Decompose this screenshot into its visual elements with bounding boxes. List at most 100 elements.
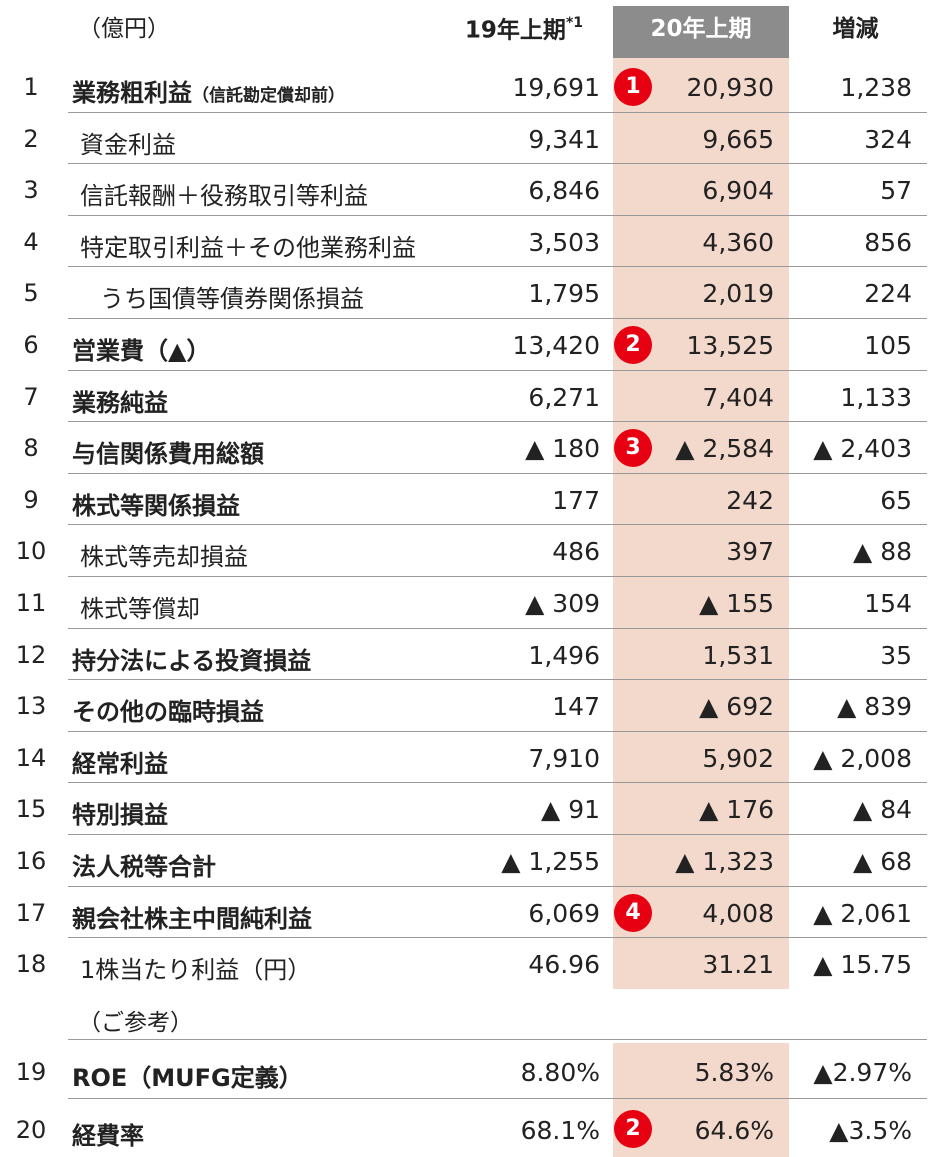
value-19h1: 68.1% — [520, 1116, 600, 1145]
value-19h1: ▲ 309 — [525, 589, 600, 618]
row-divider — [68, 369, 927, 371]
value-change: ▲ 84 — [853, 795, 912, 825]
table-row: 7 業務純益 6,271 7,404 1,133 — [0, 371, 941, 423]
value-19h1: 486 — [552, 537, 600, 567]
marker-badge: 1 — [614, 68, 652, 106]
row-label: 資金利益 — [80, 125, 176, 160]
row-label-text: 業務純益 — [72, 388, 168, 417]
row-divider — [68, 885, 927, 887]
value-19h1: ▲ 180 — [525, 434, 600, 464]
row-label: 持分法による投資損益 — [72, 641, 311, 676]
table-row: 10 株式等売却損益 486 397 ▲ 88 — [0, 525, 941, 577]
value-20h1: 4,008 — [702, 898, 774, 928]
value-19h1: 46.96 — [528, 950, 600, 980]
row-label-text: 経常利益 — [72, 749, 168, 778]
row-label-text: 持分法による投資損益 — [72, 646, 312, 675]
value-19h1: 8.80% — [520, 1058, 600, 1087]
value-20h1: 7,404 — [702, 382, 774, 412]
row-label: 株式等関係損益 — [72, 486, 240, 521]
row-divider — [68, 833, 927, 835]
value-19h1: 177 — [552, 485, 600, 515]
value-change: 105 — [864, 331, 912, 360]
value-20h1: ▲ 1,323 — [675, 847, 774, 876]
row-label: ROE（MUFG定義） — [72, 1058, 303, 1093]
value-19h1: 3,503 — [528, 227, 600, 257]
value-19h1: 1,795 — [528, 279, 600, 309]
header-col-20h1: 20年上期 — [650, 16, 752, 42]
table-row: 2 資金利益 9,341 9,665 324 — [0, 113, 941, 165]
value-change: ▲ 2,061 — [813, 898, 912, 928]
row-label: 親会社株主中間純利益 — [72, 899, 312, 934]
header-col-19h1-label: 19年上期 — [464, 17, 566, 44]
row-label-text: うち国債等債券関係損益 — [100, 285, 364, 314]
header-col-change: 増減 — [832, 16, 879, 42]
value-19h1: 13,420 — [512, 331, 600, 360]
row-divider — [68, 524, 927, 526]
row-number: 7 — [23, 382, 39, 411]
value-change: 1,133 — [840, 382, 912, 412]
table-row: 18 1株当たり利益（円） 46.96 31.21 ▲ 15.75 — [0, 938, 941, 990]
row-number: 10 — [15, 537, 47, 566]
row-divider — [68, 627, 927, 629]
value-change: ▲ 68 — [853, 847, 912, 876]
row-label-text: ROE（MUFG定義） — [72, 1064, 303, 1092]
value-change: 324 — [864, 124, 912, 154]
row-label-text: その他の臨時損益 — [72, 698, 264, 727]
row-divider — [68, 111, 927, 113]
row-label: 株式等償却 — [80, 589, 200, 624]
row-divider — [68, 782, 927, 784]
table-row: 1 業務粗利益（信託勘定償却前） 19,691 1 20,930 1,238 — [0, 61, 941, 113]
value-19h1: 9,341 — [528, 124, 600, 154]
row-label-text: 法人税等合計 — [72, 853, 216, 881]
value-change: 154 — [864, 589, 912, 618]
value-20h1: 397 — [726, 537, 774, 567]
row-number: 19 — [15, 1058, 47, 1086]
value-change: 856 — [864, 227, 912, 257]
row-label: 与信関係費用総額 — [72, 434, 264, 469]
row-number: 11 — [15, 589, 47, 617]
value-19h1: ▲ 1,255 — [501, 847, 600, 876]
value-20h1: 9,665 — [702, 124, 774, 154]
row-number: 6 — [23, 331, 39, 359]
table-row: 8 与信関係費用総額 ▲ 180 3 ▲ 2,584 ▲ 2,403 — [0, 422, 941, 474]
row-divider — [68, 1039, 927, 1040]
value-20h1: 5.83% — [694, 1058, 774, 1087]
row-label: 特定取引利益＋その他業務利益 — [80, 228, 416, 263]
value-20h1: 2,019 — [702, 279, 774, 309]
value-20h1: 6,904 — [702, 176, 774, 206]
row-label: 株式等売却損益 — [80, 537, 248, 572]
marker-badge: 4 — [614, 893, 652, 932]
value-19h1: 6,271 — [528, 382, 600, 412]
value-change: 1,238 — [840, 73, 912, 102]
value-20h1: 1,531 — [702, 640, 774, 670]
header-highlight — [613, 6, 789, 58]
value-20h1: ▲ 2,584 — [675, 434, 774, 464]
row-label-text: 1株当たり利益（円） — [80, 956, 312, 985]
value-change: 224 — [864, 279, 912, 309]
row-divider — [68, 472, 927, 474]
highlight-column-20h1 — [613, 6, 789, 989]
row-number: 13 — [15, 692, 47, 721]
value-change: ▲ 88 — [853, 537, 912, 567]
row-label-text: 信託報酬＋役務取引等利益 — [80, 182, 368, 211]
value-20h1: 20,930 — [686, 73, 774, 102]
row-label: 業務粗利益（信託勘定償却前） — [72, 73, 345, 108]
value-19h1: 19,691 — [512, 73, 600, 102]
row-label-text: 特定取引利益＋その他業務利益 — [80, 233, 416, 262]
value-20h1: 64.6% — [694, 1116, 774, 1145]
row-label: 特別損益 — [72, 795, 168, 830]
table-row: 19 ROE（MUFG定義） 8.80% 5.83% ▲2.97% — [0, 1044, 941, 1099]
table-row: 12 持分法による投資損益 1,496 1,531 35 — [0, 629, 941, 681]
value-change: ▲ 2,008 — [813, 743, 912, 773]
row-number: 9 — [23, 485, 39, 514]
row-label: 営業費（▲） — [72, 331, 210, 366]
row-number: 1 — [23, 73, 39, 101]
row-number: 17 — [15, 898, 47, 927]
table-row: 20 経費率 68.1% 2 64.6% ▲3.5% — [0, 1102, 941, 1157]
table-row: 9 株式等関係損益 177 242 65 — [0, 474, 941, 526]
row-label-text: 親会社株主中間純利益 — [72, 904, 312, 933]
row-number: 14 — [15, 743, 47, 772]
table-row: 17 親会社株主中間純利益 6,069 4 4,008 ▲ 2,061 — [0, 887, 941, 939]
marker-badge: 2 — [614, 326, 652, 364]
